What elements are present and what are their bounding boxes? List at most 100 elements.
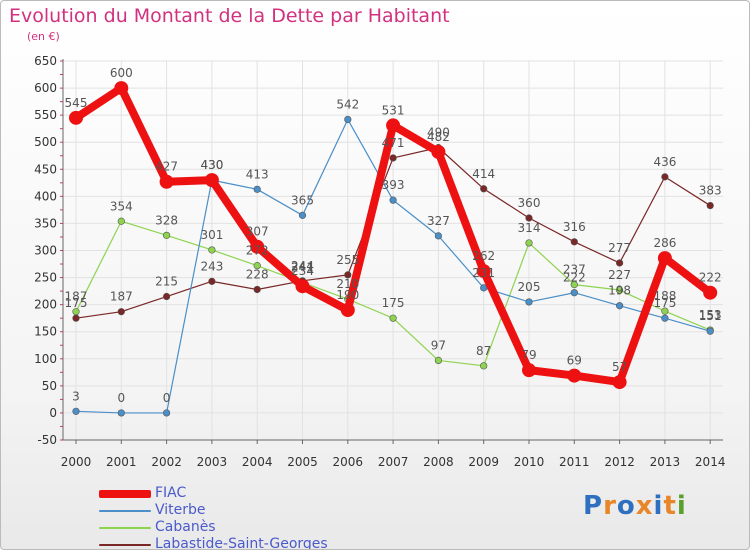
data-label: 545 [65, 96, 88, 110]
data-label: 255 [336, 253, 359, 267]
legend-label: Cabanès [155, 519, 216, 535]
data-point [434, 232, 443, 240]
data-point [344, 271, 352, 279]
x-tick-label: 2009 [468, 455, 499, 469]
data-point [159, 174, 174, 189]
data-label: 222 [699, 271, 722, 285]
x-tick-label: 2012 [604, 455, 635, 469]
data-point [525, 214, 533, 222]
data-point [431, 144, 446, 159]
data-label: 244 [291, 259, 314, 273]
data-label: 531 [382, 103, 405, 117]
data-label: 151 [699, 309, 722, 323]
logo-letter: x [635, 491, 654, 521]
data-label: 542 [336, 97, 359, 111]
data-point [525, 239, 533, 247]
data-label: 354 [110, 199, 133, 213]
data-point [661, 173, 669, 181]
y-tick-label: 650 [34, 54, 57, 68]
data-label: 272 [246, 244, 269, 258]
data-point [163, 231, 171, 239]
x-tick-label: 2001 [106, 455, 137, 469]
logo-letter: i [676, 491, 687, 521]
data-point [117, 409, 125, 417]
x-tick-label: 2013 [650, 455, 681, 469]
data-label: 600 [110, 66, 133, 80]
legend-swatch [99, 527, 151, 529]
data-label: 187 [110, 290, 133, 304]
data-point [253, 185, 261, 193]
data-label: 231 [472, 266, 495, 280]
data-label: 237 [563, 263, 586, 277]
data-label: 482 [427, 130, 450, 144]
data-point [208, 246, 216, 254]
data-label: 301 [200, 228, 223, 242]
data-label: 57 [612, 360, 627, 374]
data-label: 188 [653, 289, 676, 303]
data-point [117, 217, 125, 225]
y-tick-label: 500 [34, 135, 57, 149]
y-tick-label: 150 [34, 325, 57, 339]
data-label: 175 [382, 296, 405, 310]
data-point [434, 356, 443, 365]
data-point [615, 259, 624, 267]
data-label: 79 [521, 348, 536, 362]
data-point [480, 362, 488, 370]
y-tick-label: 300 [34, 244, 57, 258]
data-point [389, 196, 397, 204]
data-point [615, 302, 624, 310]
data-point [612, 375, 627, 390]
x-tick-label: 2007 [378, 455, 409, 469]
data-label: 328 [155, 213, 178, 227]
data-point [661, 307, 669, 315]
data-label: 327 [427, 214, 450, 228]
data-point [386, 118, 401, 133]
data-label: 414 [472, 167, 495, 181]
data-point [72, 407, 80, 415]
legend-label: FIAC [155, 485, 187, 501]
data-label: 198 [608, 284, 631, 298]
series-viterbe [72, 115, 714, 417]
y-tick-label: 400 [34, 189, 57, 203]
y-tick-label: 50 [42, 379, 57, 393]
data-label: 222 [563, 271, 586, 285]
data-point [522, 363, 536, 378]
proxiti-logo: Proxiti [583, 491, 687, 521]
data-point [525, 298, 533, 306]
data-label: 175 [653, 296, 676, 310]
y-tick-label: 450 [34, 162, 57, 176]
series-fiac [69, 81, 718, 390]
data-point [476, 264, 491, 279]
data-label: 215 [155, 275, 178, 289]
data-point [570, 289, 578, 297]
data-label: 190 [336, 288, 359, 302]
x-tick-label: 2006 [333, 455, 364, 469]
legend-swatch [99, 490, 151, 498]
data-point [163, 292, 171, 301]
data-point [344, 115, 352, 124]
logo-letter: o [616, 491, 636, 521]
data-label: 97 [431, 338, 446, 352]
logo-letter: P [583, 491, 604, 521]
data-point [340, 303, 355, 318]
data-point [389, 154, 397, 162]
data-point [163, 409, 171, 417]
chart-subtitle: (en €) [27, 30, 60, 43]
data-label: 210 [336, 277, 359, 291]
data-point [615, 286, 624, 294]
data-label: 430 [200, 158, 223, 172]
data-point [298, 211, 307, 219]
x-tick-label: 2005 [287, 455, 318, 469]
data-point [567, 368, 582, 383]
data-point [69, 110, 83, 125]
data-label: 3 [72, 389, 80, 403]
data-label: 234 [291, 264, 314, 278]
data-label: 187 [65, 290, 88, 304]
y-tick-label: 250 [34, 271, 57, 285]
data-label: 262 [472, 249, 495, 263]
legend-label: Viterbe [155, 502, 206, 518]
x-tick-label: 2008 [423, 455, 454, 469]
data-label: 307 [246, 225, 269, 239]
legend-swatch [99, 544, 151, 546]
